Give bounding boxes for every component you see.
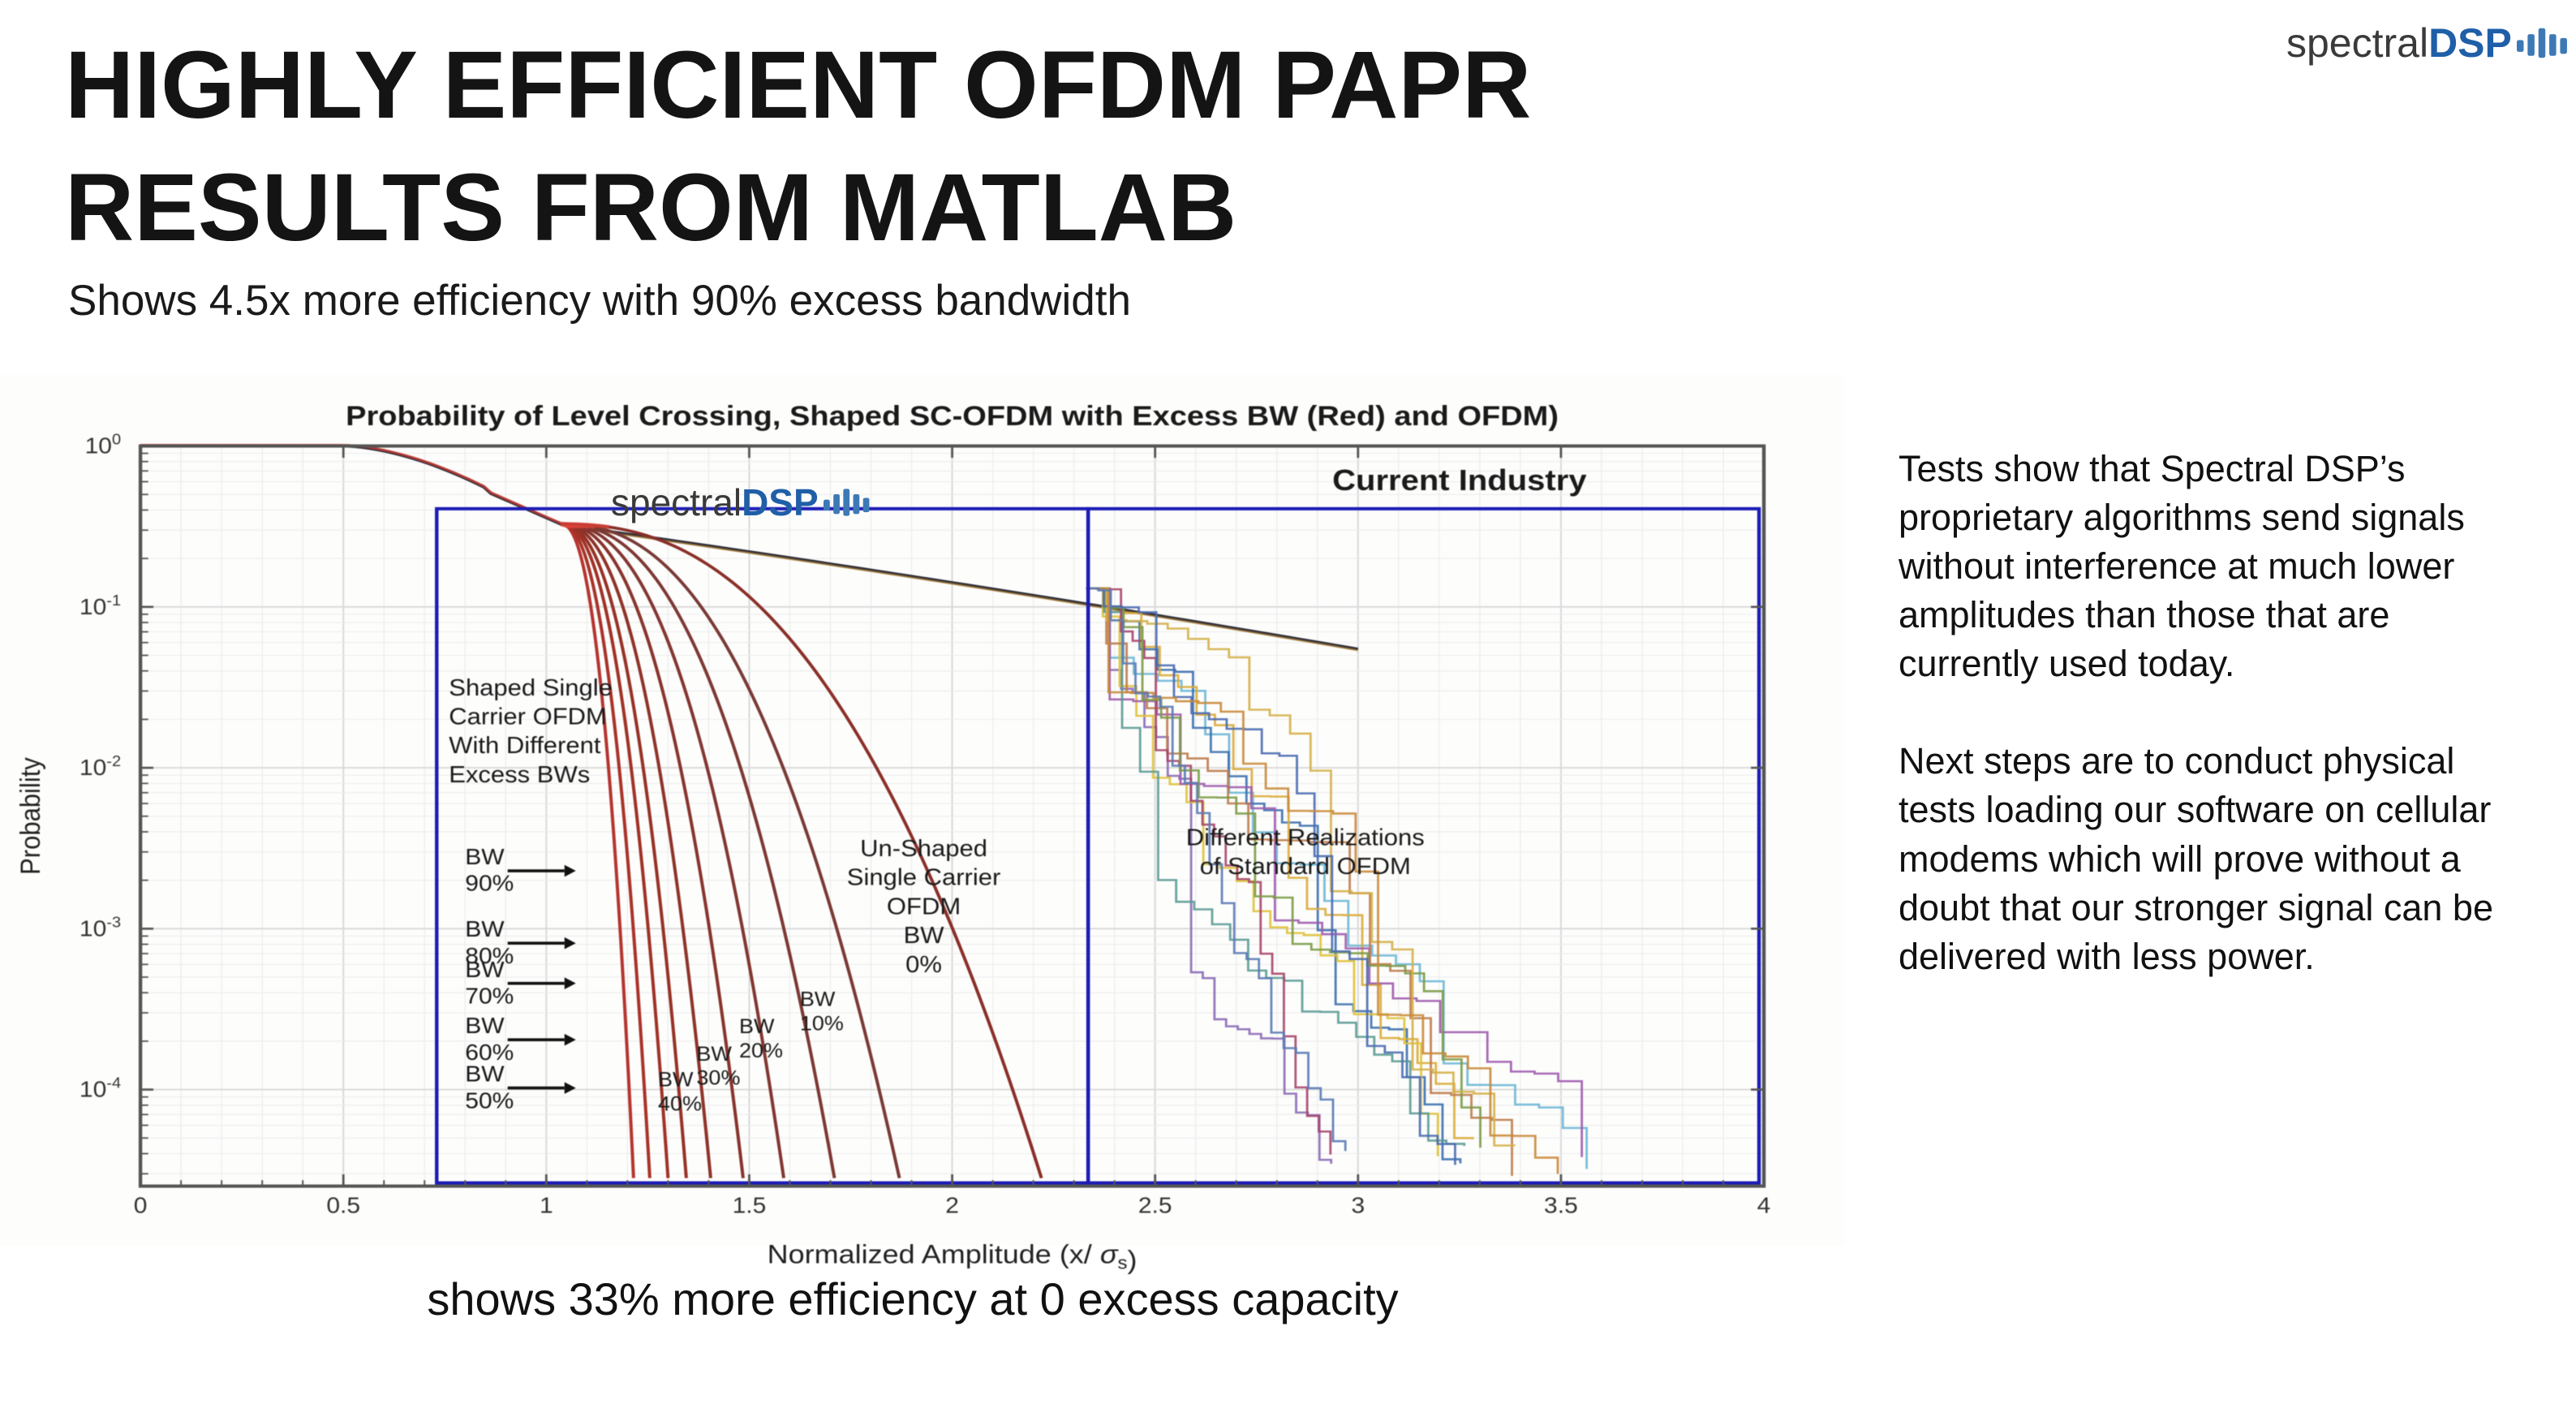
svg-text:90%: 90% <box>465 872 514 896</box>
svg-text:BW: BW <box>658 1070 694 1092</box>
svg-text:3.5: 3.5 <box>1544 1194 1578 1218</box>
svg-text:BW: BW <box>696 1044 732 1066</box>
svg-text:40%: 40% <box>658 1094 702 1116</box>
svg-text:3: 3 <box>1351 1194 1365 1218</box>
svg-text:0: 0 <box>134 1194 148 1218</box>
svg-text:BW: BW <box>465 846 504 870</box>
svg-text:Excess BWs: Excess BWs <box>449 763 590 788</box>
svg-text:BW: BW <box>465 918 504 942</box>
svg-text:BW: BW <box>465 1062 504 1087</box>
svg-text:30%: 30% <box>696 1068 740 1090</box>
svg-text:of Standard OFDM: of Standard OFDM <box>1200 854 1411 879</box>
svg-text:BW: BW <box>465 1014 504 1039</box>
svg-text:Un-Shaped: Un-Shaped <box>860 837 987 862</box>
svg-text:Carrier OFDM: Carrier OFDM <box>449 704 607 730</box>
svg-text:0%: 0% <box>905 952 942 977</box>
svg-text:1.5: 1.5 <box>733 1194 767 1218</box>
svg-text:BW: BW <box>739 1017 775 1039</box>
svg-text:Probability: Probability <box>15 757 46 875</box>
svg-text:Single Carrier: Single Carrier <box>847 865 1001 890</box>
svg-text:Different Realizations: Different Realizations <box>1186 825 1425 851</box>
svg-text:70%: 70% <box>465 984 514 1009</box>
svg-text:2.5: 2.5 <box>1138 1194 1172 1218</box>
svg-text:BW: BW <box>800 989 836 1011</box>
svg-text:20%: 20% <box>739 1040 783 1062</box>
svg-text:BW: BW <box>465 958 504 982</box>
svg-text:1: 1 <box>540 1194 553 1218</box>
svg-text:OFDM: OFDM <box>887 894 961 919</box>
svg-text:With Different: With Different <box>449 734 601 759</box>
svg-text:Normalized Amplitude (x/ σs): Normalized Amplitude (x/ σs) <box>767 1240 1137 1275</box>
svg-text:2: 2 <box>945 1194 959 1218</box>
svg-text:Probability of Level Crossing,: Probability of Level Crossing, Shaped SC… <box>346 400 1559 432</box>
svg-text:10%: 10% <box>800 1014 844 1036</box>
svg-text:4: 4 <box>1757 1194 1771 1218</box>
svg-text:Current Industry: Current Industry <box>1332 464 1587 497</box>
svg-text:0.5: 0.5 <box>326 1194 360 1218</box>
svg-text:BW: BW <box>903 924 944 949</box>
svg-text:50%: 50% <box>465 1089 514 1113</box>
svg-text:Shaped Single: Shaped Single <box>449 676 613 701</box>
